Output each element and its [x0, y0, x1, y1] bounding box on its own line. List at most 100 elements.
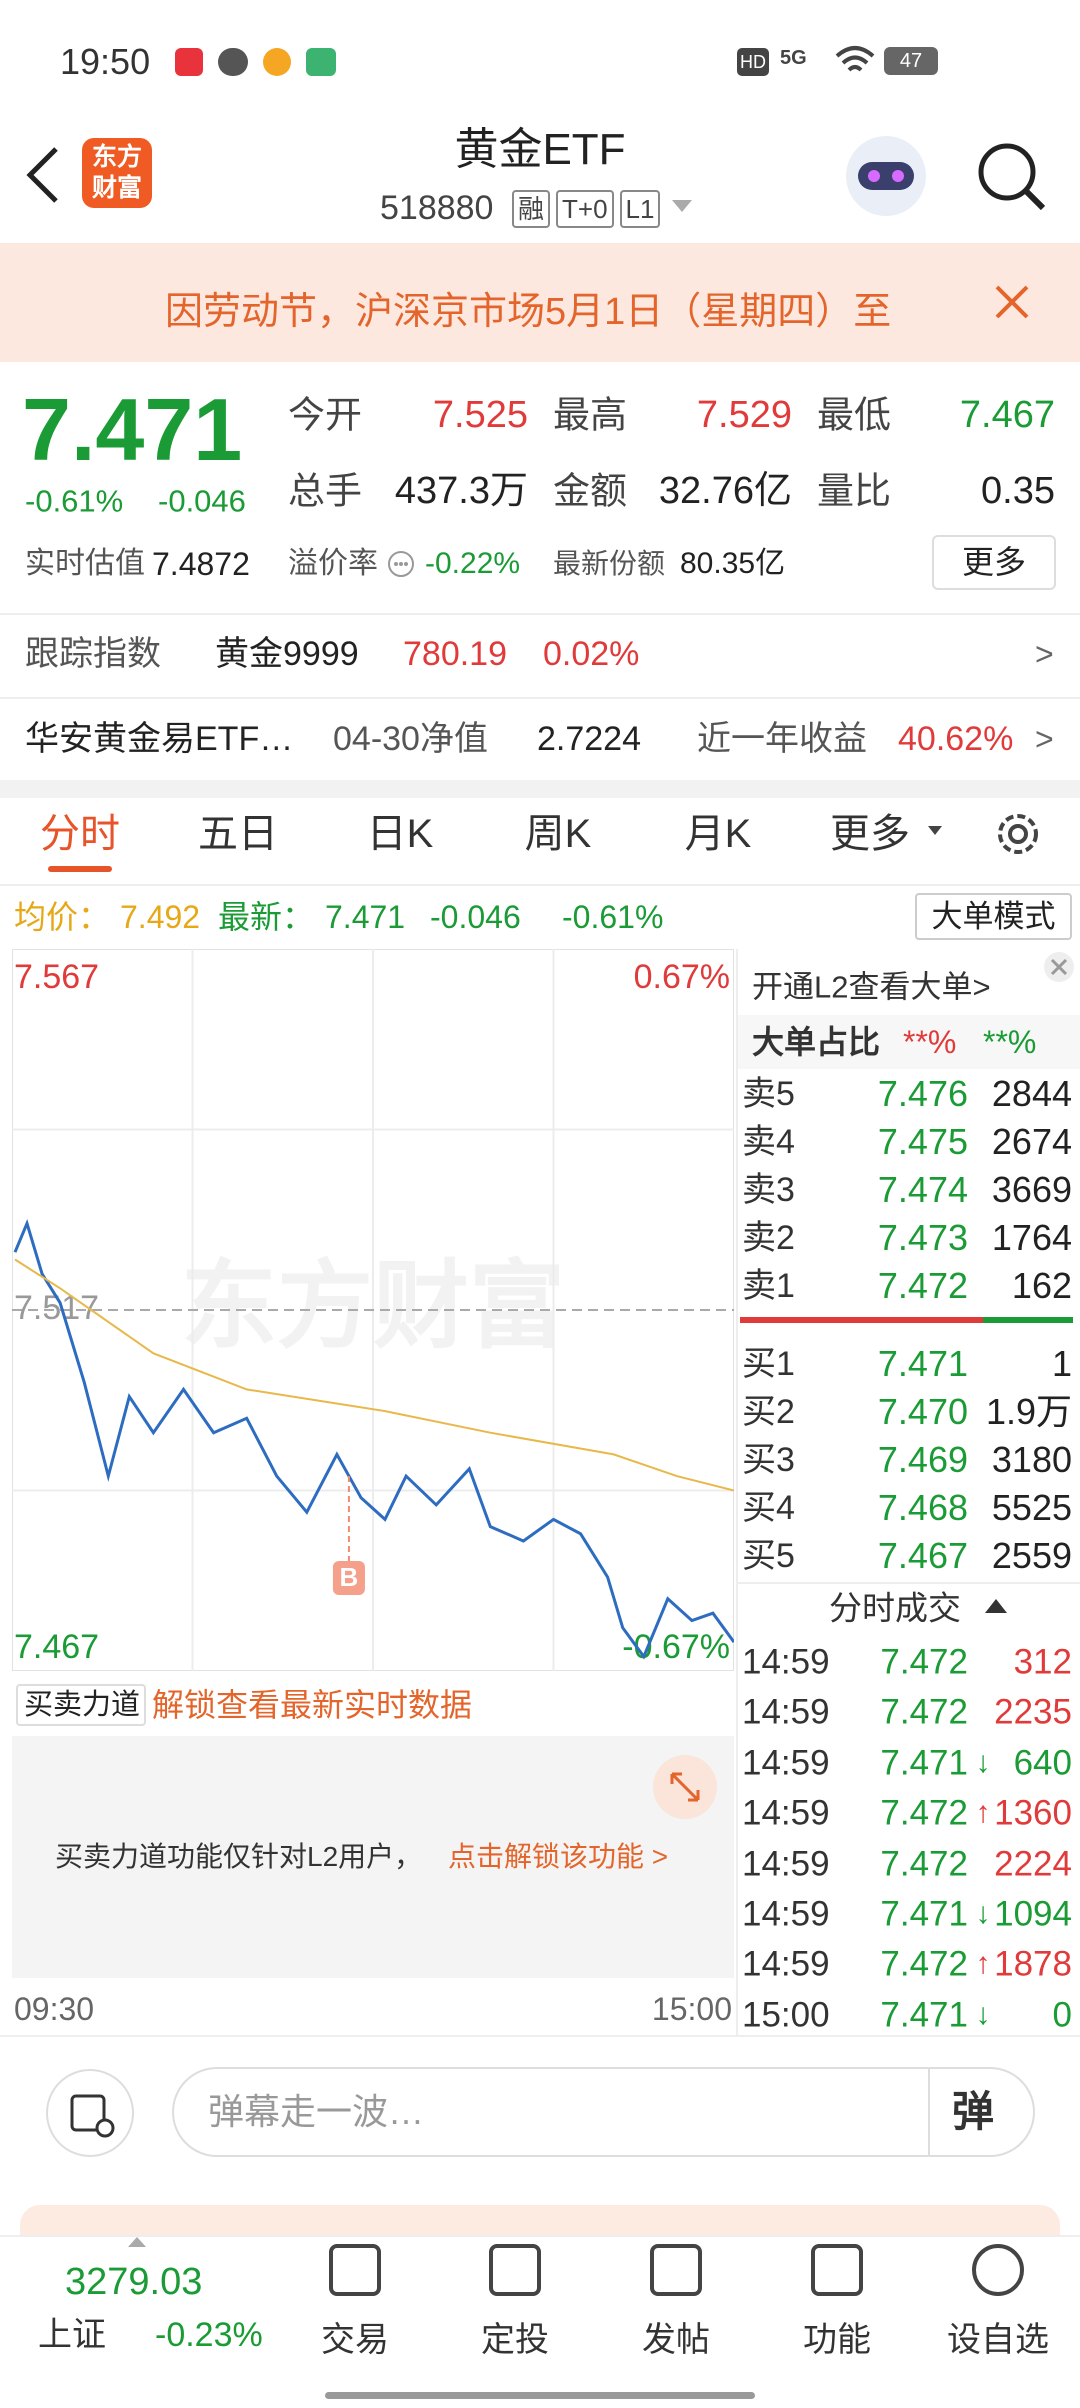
book-label: 买5 — [742, 1537, 795, 1575]
change-pct: -0.61% — [25, 483, 124, 519]
trade-time: 14:59 — [742, 1844, 830, 1884]
nav-icon[interactable] — [329, 2244, 381, 2296]
book-volume: 2559 — [991, 1535, 1072, 1576]
trade-volume: 1094 — [994, 1894, 1072, 1934]
nav-icon[interactable] — [650, 2244, 702, 2296]
nav-icon[interactable] — [972, 2244, 1024, 2296]
trade-volume: 1360 — [994, 1793, 1072, 1833]
marker-label: B — [340, 1562, 359, 1592]
trades-title[interactable]: 分时成交 — [829, 1589, 961, 1627]
locked-message: 买卖力道功能仅针对L2用户， — [55, 1841, 423, 1872]
trade-time: 14:59 — [742, 1692, 830, 1732]
book-label: 卖4 — [742, 1123, 795, 1161]
price-line — [13, 1218, 734, 1660]
nav-label[interactable]: 发帖 — [642, 2321, 710, 2359]
book-label: 卖3 — [742, 1171, 795, 1209]
tab[interactable]: 分时 — [40, 812, 120, 856]
wifi — [835, 46, 875, 72]
field-value: 437.3万 — [394, 470, 528, 512]
expand[interactable] — [650, 1752, 720, 1822]
logo[interactable]: 东方财富 — [82, 138, 152, 208]
fund-name: 华安黄金易ETF… — [25, 720, 294, 758]
nav-label[interactable]: 设自选 — [947, 2321, 1049, 2359]
trade-price: 7.471 — [880, 1995, 968, 2035]
trade-time: 14:59 — [742, 1894, 830, 1934]
app-icon — [306, 48, 336, 76]
book-volume: 3669 — [991, 1169, 1072, 1210]
book-volume: 162 — [1011, 1265, 1072, 1306]
x-tick-label: 09:30 — [14, 1991, 95, 2027]
field-label: 量比 — [817, 470, 891, 512]
close-notice[interactable] — [995, 285, 1029, 319]
field-value: 7.529 — [696, 394, 792, 436]
settings[interactable] — [990, 806, 1046, 862]
chevron[interactable]: > — [1035, 721, 1054, 757]
field-label: 最低 — [817, 394, 891, 436]
net: 5G — [780, 47, 807, 69]
tab[interactable]: 月K — [684, 812, 752, 856]
tag: 融 — [512, 190, 551, 228]
tab[interactable]: 更多 — [830, 812, 910, 856]
danmaku-button[interactable]: 弹 — [952, 2088, 995, 2135]
return-label: 近一年收益 — [697, 720, 867, 758]
book-volume: 1 — [1051, 1343, 1072, 1384]
comment-input[interactable] — [172, 2067, 1035, 2157]
field-label: 今开 — [288, 394, 362, 436]
search-button[interactable] — [975, 140, 1049, 214]
trade-volume: 0 — [1052, 1995, 1072, 2035]
info-icon[interactable] — [387, 550, 415, 578]
x-tick-label: 15:00 — [651, 1991, 732, 2027]
book-price: 7.467 — [877, 1535, 968, 1576]
more-button[interactable]: 更多 — [932, 535, 1056, 590]
trade-price: 7.471 — [880, 1743, 968, 1783]
avg-label: 均价： — [14, 899, 111, 935]
trade-time: 14:59 — [742, 1793, 830, 1833]
notice-banner[interactable] — [0, 243, 1080, 362]
unlock-action[interactable]: 点击解锁该功能 > — [448, 1841, 669, 1872]
back-button[interactable] — [22, 145, 62, 205]
book-price: 7.473 — [877, 1217, 968, 1258]
unlock-link[interactable]: 解锁查看最新实时数据 — [152, 1687, 473, 1723]
nav-icon[interactable] — [489, 2244, 541, 2296]
close-promo[interactable] — [1042, 950, 1076, 984]
buy-ratio: **% — [903, 1024, 957, 1060]
nav-icon[interactable] — [811, 2244, 863, 2296]
ratio-label: 大单占比 — [752, 1024, 881, 1060]
chevron[interactable]: > — [1035, 636, 1054, 672]
book-volume: 1764 — [991, 1217, 1072, 1258]
index-change[interactable]: -0.23% — [155, 2316, 263, 2354]
assistant-avatar[interactable] — [840, 130, 932, 222]
book-price: 7.471 — [877, 1343, 968, 1384]
price: 7.471 — [22, 380, 243, 479]
field-value: 7.467 — [959, 394, 1055, 436]
book-label: 卖1 — [742, 1267, 795, 1305]
locked-area[interactable] — [12, 1736, 734, 1978]
clock: 19:50 — [60, 41, 151, 82]
index-name[interactable]: 上证 — [38, 2316, 106, 2354]
field-label: 金额 — [553, 470, 627, 512]
field-label: 最高 — [553, 394, 627, 436]
book-volume: 1.9万 — [985, 1391, 1072, 1432]
force-select[interactable]: 买卖力道 ▾ — [16, 1684, 146, 1759]
book-volume: 3180 — [991, 1439, 1072, 1480]
dropdown[interactable] — [672, 200, 692, 214]
code: 518880 — [380, 189, 494, 227]
nav-label[interactable]: 交易 — [321, 2321, 389, 2359]
sell-ratio: **% — [983, 1024, 1037, 1060]
trade-price: 7.472 — [880, 1944, 968, 1984]
divider — [0, 884, 1080, 886]
panel-divider — [736, 949, 738, 2035]
nav-label[interactable]: 定投 — [481, 2321, 549, 2359]
pct-top: 0.67% — [634, 958, 730, 996]
tab[interactable]: 日K — [366, 812, 434, 856]
tab[interactable]: 周K — [524, 812, 592, 856]
nav-label[interactable]: 功能 — [803, 2321, 871, 2359]
danmaku-settings[interactable] — [45, 2068, 135, 2158]
app-icon — [175, 48, 203, 76]
index-value[interactable]: 3279.03 — [65, 2261, 203, 2303]
tab[interactable]: 五日 — [198, 812, 278, 856]
l2-promo[interactable]: 开通L2查看大单> — [752, 969, 991, 1005]
change: -0.046 — [158, 483, 246, 519]
mode-button[interactable]: 大单模式 — [915, 893, 1072, 940]
